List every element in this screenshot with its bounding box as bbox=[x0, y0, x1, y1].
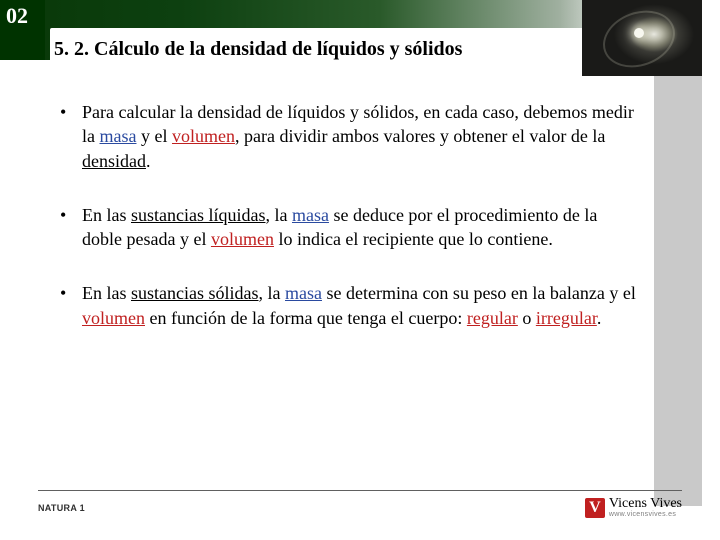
bullet-text: Para calcular la densidad de líquidos y … bbox=[82, 100, 640, 173]
text-fragment: En las bbox=[82, 205, 131, 225]
right-gray-column bbox=[654, 76, 702, 506]
text-fragment: , la bbox=[265, 205, 292, 225]
text-fragment: . bbox=[597, 308, 602, 328]
text-fragment: En las bbox=[82, 283, 131, 303]
chapter-number: 02 bbox=[6, 3, 28, 29]
keyword-sustancias: sustancias líquidas bbox=[131, 205, 265, 225]
bullet-text: En las sustancias líquidas, la masa se d… bbox=[82, 203, 640, 252]
content-area: • Para calcular la densidad de líquidos … bbox=[60, 100, 640, 360]
bullet-item: • Para calcular la densidad de líquidos … bbox=[60, 100, 640, 173]
footer-row: NATURA 1 V Vicens Vives www.vicensvives.… bbox=[38, 497, 682, 518]
footer-left-label: NATURA 1 bbox=[38, 503, 85, 513]
logo-brand-name: Vicens Vives bbox=[609, 497, 682, 511]
keyword-masa: masa bbox=[100, 126, 137, 146]
slide-header: 02 5. 2. Cálculo de la densidad de líqui… bbox=[0, 0, 720, 80]
text-fragment: . bbox=[146, 151, 151, 171]
logo-text-block: Vicens Vives www.vicensvives.es bbox=[609, 497, 682, 518]
logo-url: www.vicensvives.es bbox=[609, 511, 682, 518]
footer-divider bbox=[38, 490, 682, 491]
keyword-masa: masa bbox=[292, 205, 329, 225]
keyword-volumen: volumen bbox=[82, 308, 145, 328]
bullet-text: En las sustancias sólidas, la masa se de… bbox=[82, 281, 640, 330]
keyword-irregular: irregular bbox=[536, 308, 597, 328]
bullet-item: • En las sustancias líquidas, la masa se… bbox=[60, 203, 640, 252]
keyword-volumen: volumen bbox=[172, 126, 235, 146]
text-fragment: y el bbox=[136, 126, 172, 146]
bullet-marker: • bbox=[60, 281, 82, 330]
galaxy-image bbox=[582, 0, 702, 76]
footer-logo: V Vicens Vives www.vicensvives.es bbox=[585, 497, 682, 518]
keyword-densidad: densidad bbox=[82, 151, 146, 171]
text-fragment: en función de la forma que tenga el cuer… bbox=[145, 308, 467, 328]
keyword-sustancias: sustancias sólidas bbox=[131, 283, 259, 303]
logo-v-icon: V bbox=[585, 498, 605, 518]
bullet-marker: • bbox=[60, 100, 82, 173]
slide-footer: NATURA 1 V Vicens Vives www.vicensvives.… bbox=[38, 490, 682, 518]
keyword-regular: regular bbox=[467, 308, 518, 328]
bullet-item: • En las sustancias sólidas, la masa se … bbox=[60, 281, 640, 330]
text-fragment: o bbox=[518, 308, 536, 328]
text-fragment: , la bbox=[259, 283, 286, 303]
keyword-volumen: volumen bbox=[211, 229, 274, 249]
text-fragment: , para dividir ambos valores y obtener e… bbox=[235, 126, 605, 146]
bullet-marker: • bbox=[60, 203, 82, 252]
keyword-masa: masa bbox=[285, 283, 322, 303]
text-fragment: lo indica el recipiente que lo contiene. bbox=[274, 229, 553, 249]
text-fragment: se determina con su peso en la balanza y… bbox=[322, 283, 636, 303]
